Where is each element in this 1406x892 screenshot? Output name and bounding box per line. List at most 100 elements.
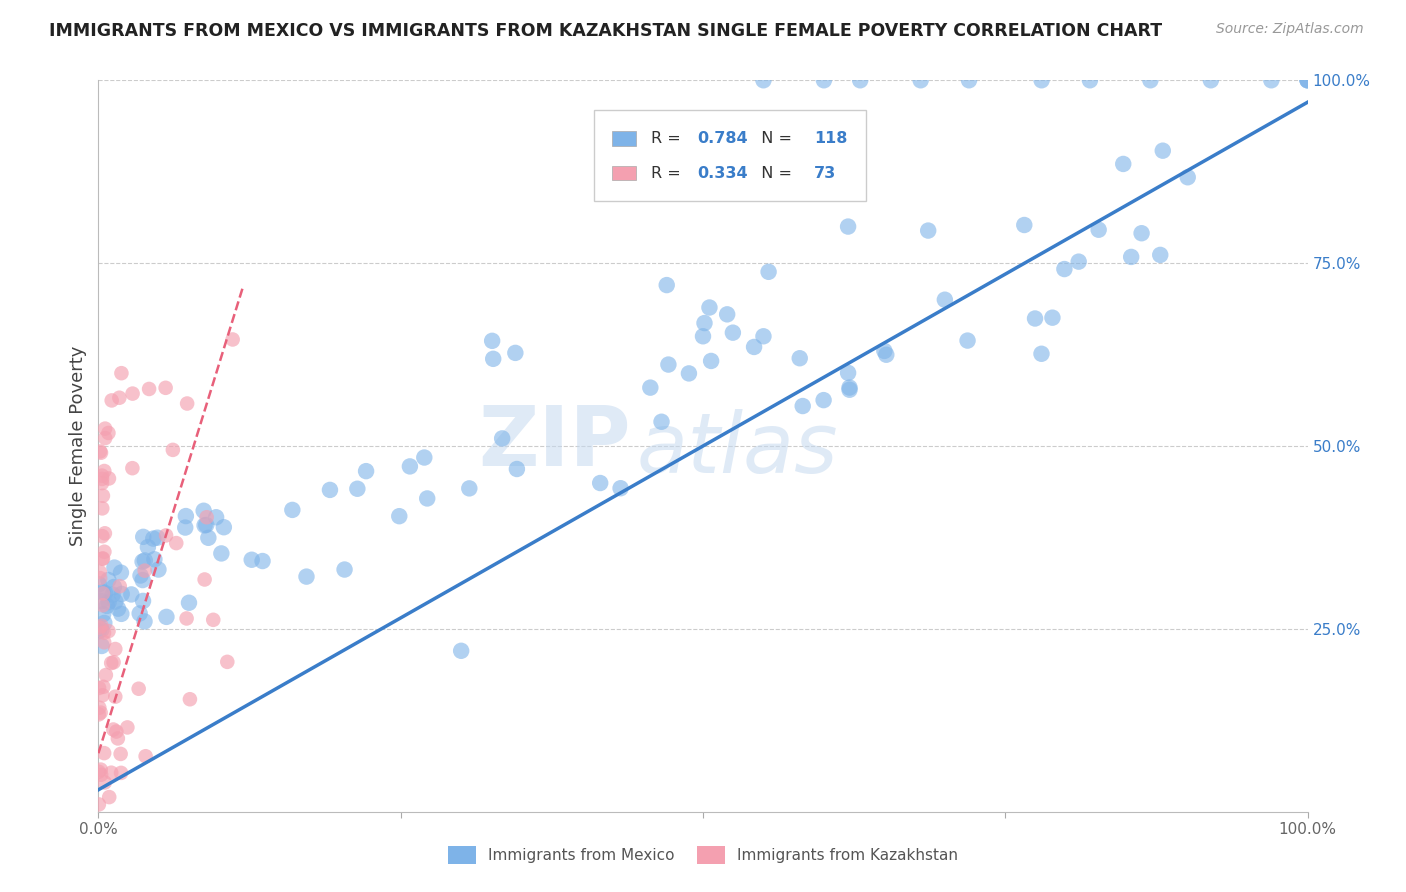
Point (111, 587, 134, 601)
Point (209, 546, 232, 560)
Point (1053, 262, 1076, 277)
Point (195, 518, 218, 533)
Point (91, 529, 114, 543)
Point (177, 596, 200, 610)
Point (104, 642, 127, 657)
Point (458, 482, 481, 496)
Point (252, 554, 274, 568)
Point (117, 720, 139, 734)
Point (956, 334, 979, 348)
Text: IMMIGRANTS FROM MEXICO VS IMMIGRANTS FROM KAZAKHSTAN SINGLE FEMALE POVERTY CORRE: IMMIGRANTS FROM MEXICO VS IMMIGRANTS FRO… (49, 22, 1163, 40)
Point (333, 562, 356, 576)
Point (752, 73, 775, 87)
Point (319, 483, 342, 497)
Point (87, 707, 110, 722)
Point (197, 531, 219, 545)
Point (1014, 218, 1036, 232)
Point (121, 386, 143, 401)
Point (589, 476, 612, 491)
Point (692, 329, 714, 343)
Point (104, 690, 127, 704)
Point (132, 530, 155, 544)
Point (202, 613, 225, 627)
Point (1112, 157, 1135, 171)
Point (148, 562, 170, 576)
Point (155, 528, 177, 542)
Point (93, 464, 115, 478)
Point (128, 681, 150, 696)
Point (281, 503, 304, 517)
Point (176, 611, 198, 625)
Point (354, 464, 377, 478)
Point (110, 607, 132, 621)
Point (399, 459, 422, 474)
Point (93, 746, 115, 760)
Point (155, 610, 177, 624)
Point (789, 351, 811, 366)
Point (792, 399, 814, 413)
Point (98, 790, 121, 805)
Text: R =: R = (651, 131, 686, 146)
Point (165, 536, 187, 550)
Point (655, 278, 678, 293)
Point (193, 518, 215, 533)
Point (94, 668, 117, 682)
Point (91, 551, 114, 566)
Point (134, 564, 156, 578)
Point (91, 599, 114, 613)
Point (194, 573, 217, 587)
Point (93, 545, 115, 559)
Point (104, 594, 127, 608)
Point (105, 724, 128, 739)
Point (217, 655, 239, 669)
Point (129, 568, 152, 582)
Point (1024, 311, 1046, 326)
Point (957, 73, 980, 87)
Point (91, 607, 114, 622)
Point (89, 571, 111, 585)
Point (506, 462, 529, 476)
Point (107, 731, 129, 746)
Point (91, 585, 114, 599)
Point (87, 764, 110, 779)
Point (89, 444, 111, 458)
Point (142, 532, 165, 546)
Point (917, 223, 939, 237)
Text: R =: R = (651, 166, 686, 181)
Point (90, 768, 112, 782)
Text: atlas: atlas (637, 409, 838, 491)
Point (481, 334, 503, 348)
Point (240, 553, 263, 567)
Point (108, 391, 131, 405)
Point (91, 489, 114, 503)
Point (90, 706, 112, 720)
Point (934, 293, 956, 307)
Point (875, 348, 897, 362)
Point (1139, 73, 1161, 87)
Point (134, 615, 156, 629)
Text: N =: N = (751, 166, 797, 181)
Point (121, 461, 143, 475)
Point (657, 358, 679, 372)
Point (491, 431, 513, 445)
Point (91, 472, 114, 486)
Point (179, 692, 201, 706)
Point (110, 566, 132, 580)
Point (1149, 248, 1171, 262)
Point (90, 619, 112, 633)
Point (1078, 73, 1101, 87)
Point (700, 354, 723, 368)
Point (89, 700, 111, 714)
Point (910, 73, 932, 87)
Point (136, 540, 159, 554)
Point (93, 680, 115, 694)
Point (91, 476, 114, 491)
FancyBboxPatch shape (613, 166, 637, 180)
Point (1121, 250, 1143, 264)
Point (90, 763, 112, 777)
Point (346, 482, 368, 496)
FancyBboxPatch shape (595, 110, 866, 201)
Point (505, 346, 527, 360)
Point (195, 510, 218, 524)
Point (1130, 226, 1153, 240)
